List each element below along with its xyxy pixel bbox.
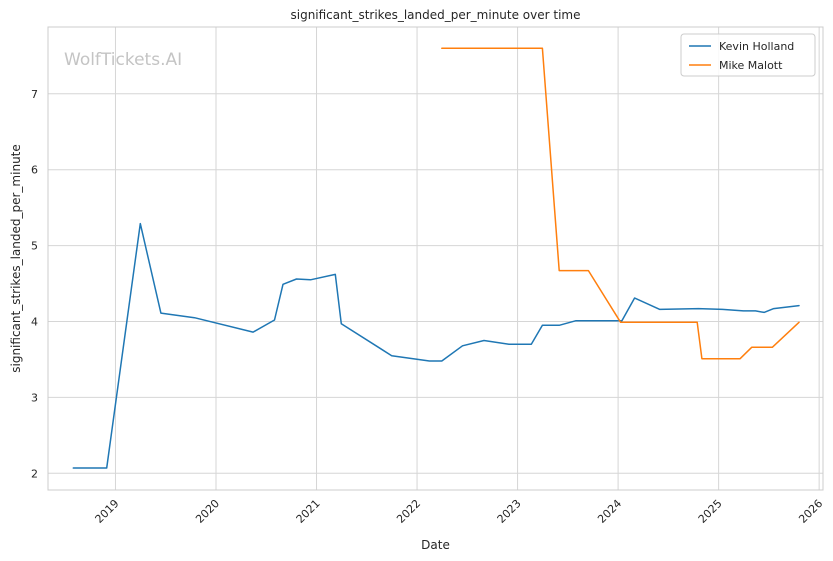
chart-title: significant_strikes_landed_per_minute ov… [290,8,580,22]
series-line-0 [72,222,800,469]
legend-box [680,33,816,77]
y-tick-label: 3 [31,391,38,404]
series-line-1 [441,47,800,360]
y-tick-label: 2 [31,467,38,480]
y-tick-label: 5 [31,240,38,253]
series-lines [72,47,800,469]
y-tick-label: 7 [31,88,38,101]
grid [48,27,823,490]
y-axis-title: significant_strikes_landed_per_minute [9,144,23,373]
legend: Kevin Holland Mike Malott [680,33,816,77]
y-tick-label: 4 [31,315,38,328]
plot-area [47,26,824,491]
legend-label: Kevin Holland [719,40,794,53]
x-axis-title: Date [421,538,450,552]
y-tick-label: 6 [31,164,38,177]
watermark-text: WolfTickets.AI [64,50,182,70]
legend-label: Mike Malott [719,59,783,72]
